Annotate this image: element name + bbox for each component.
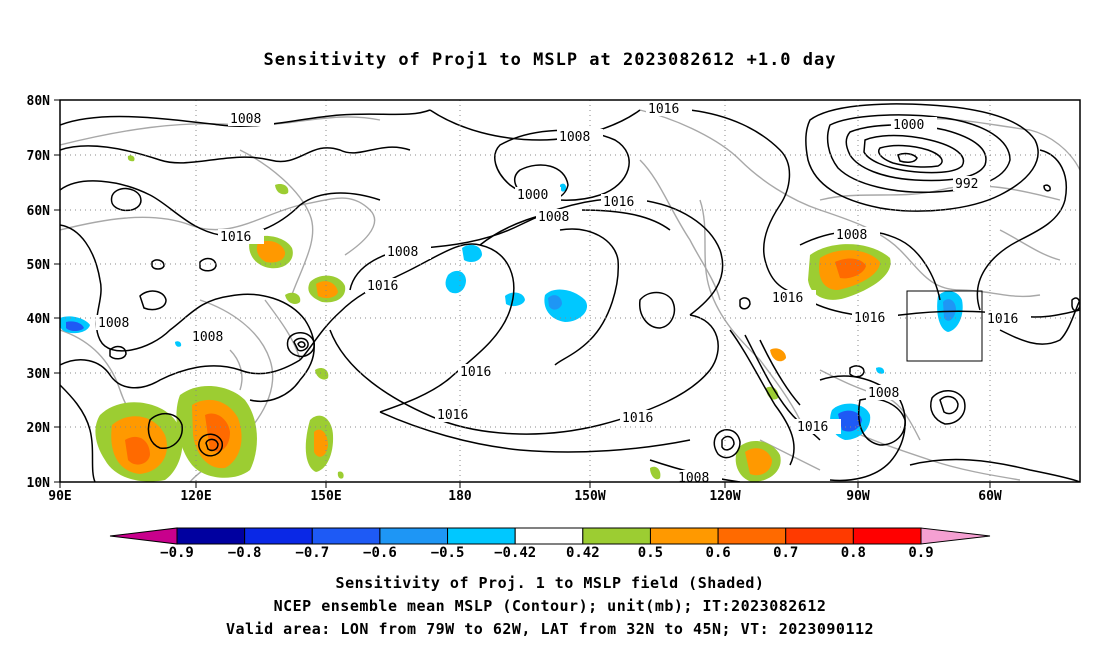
lat-tick-label: 60N [27, 204, 51, 219]
contour-label: 1016 [648, 102, 679, 117]
contour-label: 1008 [868, 386, 899, 401]
lat-tick-label: 50N [27, 258, 51, 273]
contour-labels: 1008 1016 1008 1000 1008 1016 1000 992 1… [96, 101, 1031, 486]
contour-label: 1008 [538, 210, 569, 225]
lon-tick-label: 90E [48, 489, 71, 504]
colorbar-label: −0.9 [160, 545, 194, 561]
contour-label: 1008 [98, 316, 129, 331]
colorbar-segment [852, 527, 922, 545]
colorbar-label: 0.7 [773, 545, 798, 561]
contour-label: 1016 [772, 291, 803, 306]
colorbar: −0.9 −0.8 −0.7 −0.6 −0.5 −0.42 0.42 0.5 0.6 0.7 0.… [109, 527, 991, 561]
lat-tick-label: 80N [27, 94, 51, 109]
lon-tick-label: 60W [978, 489, 1002, 504]
colorbar-high-triangle [920, 527, 991, 545]
colorbar-low-triangle [109, 527, 178, 545]
contour-label: 1016 [603, 195, 634, 210]
lon-tick-label: 150E [310, 489, 341, 504]
lat-tick-label: 70N [27, 149, 51, 164]
sensitivity-shading [60, 155, 963, 482]
colorbar-label: −0.8 [228, 545, 262, 561]
lat-tick-label: 40N [27, 312, 51, 327]
contour-label: 1008 [387, 245, 418, 260]
colorbar-segment [447, 527, 516, 545]
lon-tick-label: 150W [574, 489, 605, 504]
caption-line-2: NCEP ensemble mean MSLP (Contour); unit(… [273, 597, 827, 615]
colorbar-label: −0.7 [295, 545, 329, 561]
contour-label: 1008 [678, 471, 709, 486]
contour-label: 992 [955, 177, 978, 192]
colorbar-segment [785, 527, 854, 545]
contour-label: 1016 [460, 365, 491, 380]
colorbar-label: 0.8 [841, 545, 866, 561]
colorbar-segment [717, 527, 787, 545]
colorbar-segment [379, 527, 449, 545]
lat-tick-label: 10N [27, 476, 51, 491]
lat-tick-label: 20N [27, 421, 51, 436]
lat-lon-grid [60, 100, 1080, 482]
caption-line-1: Sensitivity of Proj. 1 to MSLP field (Sh… [335, 574, 765, 592]
lon-tick-label: 90W [846, 489, 870, 504]
contour-label: 1016 [854, 311, 885, 326]
colorbar-label: 0.42 [566, 545, 600, 561]
colorbar-segment [649, 527, 719, 545]
contour-label: 1000 [893, 118, 924, 133]
contour-label: 1008 [192, 330, 223, 345]
colorbar-label: −0.42 [494, 545, 536, 561]
contour-label: 1016 [797, 420, 828, 435]
colorbar-label: 0.5 [638, 545, 663, 561]
contour-label: 1016 [367, 279, 398, 294]
colorbar-segment [176, 527, 246, 545]
colorbar-segment [244, 527, 313, 545]
colorbar-segments [176, 527, 922, 545]
colorbar-segment [582, 527, 651, 545]
colorbar-labels: −0.9 −0.8 −0.7 −0.6 −0.5 −0.42 0.42 0.5 0.6 0.7 0.… [160, 545, 934, 561]
contour-label: 1008 [836, 228, 867, 243]
colorbar-label: −0.5 [431, 545, 465, 561]
lon-tick-label: 120W [709, 489, 740, 504]
colorbar-segment [311, 527, 381, 545]
map-frame [59, 99, 1081, 483]
lon-tick-label: 180 [448, 489, 472, 504]
colorbar-label: −0.6 [363, 545, 397, 561]
colorbar-label: 0.6 [705, 545, 730, 561]
valid-area-box [906, 290, 983, 362]
lon-tick-label: 120E [180, 489, 211, 504]
colorbar-label: 0.9 [908, 545, 933, 561]
colorbar-segment [514, 527, 584, 545]
contour-label: 1016 [622, 411, 653, 426]
contour-label: 1008 [559, 130, 590, 145]
lat-tick-label: 30N [27, 367, 51, 382]
contour-label: 1016 [437, 408, 468, 423]
contour-label: 1008 [230, 112, 261, 127]
lon-tick-labels: 90E 120E 150E 180 150W 120W 90W 60W [48, 489, 1002, 504]
map-title: Sensitivity of Proj1 to MSLP at 20230826… [263, 50, 837, 70]
caption-line-3: Valid area: LON from 79W to 62W, LAT fro… [225, 620, 875, 638]
axis-tick-marks [54, 99, 991, 488]
contour-label: 1016 [987, 312, 1018, 327]
contour-label: 1000 [517, 188, 548, 203]
lat-tick-labels: 80N 70N 60N 50N 40N 30N 20N 10N [27, 94, 51, 491]
contour-label: 1016 [220, 230, 251, 245]
